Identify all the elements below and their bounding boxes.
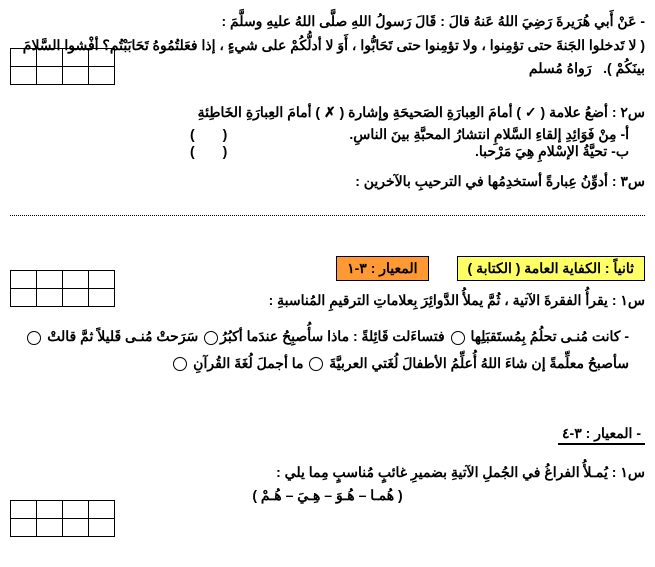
punctuation-paragraph: - كانت مُنـى تحلُمُ بِمُستَقبَلِها فتساء… bbox=[10, 323, 645, 376]
s1b-stem: س١ : يُمـلأُ الفراغُ في الجُملِ الآتيةِ … bbox=[10, 461, 645, 483]
hadith-narrator: رَواهُ مُسلم bbox=[529, 60, 592, 76]
p-t1: - كانت مُنـى تحلُمُ بِمُستَقبَلِها bbox=[467, 328, 629, 344]
punct-circle-1[interactable] bbox=[451, 331, 465, 345]
p-t4: سأصبحُ معلِّمةً إن شاءَ اللهُ أُعلِّمُ ا… bbox=[325, 355, 629, 371]
q3-stem: س٣ : أدوِّنُ عِبارةً أستخدِمُها في الترح… bbox=[10, 170, 645, 192]
section1-standard: المعيار : ٣-١ bbox=[336, 256, 428, 281]
q2-paren-a[interactable]: () bbox=[190, 126, 255, 143]
score-grid-2 bbox=[10, 270, 115, 307]
section1-title: ثانياً : الكفاية العامة ( الكتابة ) bbox=[457, 256, 645, 281]
section2-standard: - المعيار : ٣-٤ bbox=[558, 425, 645, 445]
q2-stem: س٢ : أضعُ علامة ( ✓ ) أمامَ العِبارَةِ ا… bbox=[10, 101, 645, 123]
score-grid-3 bbox=[10, 500, 115, 537]
punct-circle-4[interactable] bbox=[309, 357, 323, 371]
score-grid-1 bbox=[10, 48, 115, 85]
punct-circle-5[interactable] bbox=[173, 357, 187, 371]
q2-option-a: أ- مِنْ فَوَائِدِ إلقاءِ السَّلامِ انتشا… bbox=[349, 126, 629, 143]
q2-paren-b[interactable]: () bbox=[190, 143, 255, 160]
p-t3: سَرَحتْ مُنـى قَليلاً ثمَّ قالتْ bbox=[43, 328, 198, 344]
section-bar-2: - المعيار : ٣-٤ bbox=[10, 425, 645, 445]
p-t2: فتساءَلت قَائِلةً : ماذا سأُصبِحُ عندَما… bbox=[220, 328, 445, 344]
punct-circle-3[interactable] bbox=[27, 331, 41, 345]
punct-circle-2[interactable] bbox=[204, 331, 218, 345]
q3-answer-line[interactable] bbox=[10, 202, 645, 216]
p-t5: ما أجملَ لُغَةَ القُرآنِ bbox=[189, 355, 303, 371]
hadith-isnad: - عَنْ أَبي هُرَيرةَ رَضِيَ اللهُ عَنهُ … bbox=[10, 10, 645, 32]
q2-option-b: ب- تحيَّةُ الإسْلامِ هِيَ مَرْحبا. bbox=[475, 143, 629, 160]
